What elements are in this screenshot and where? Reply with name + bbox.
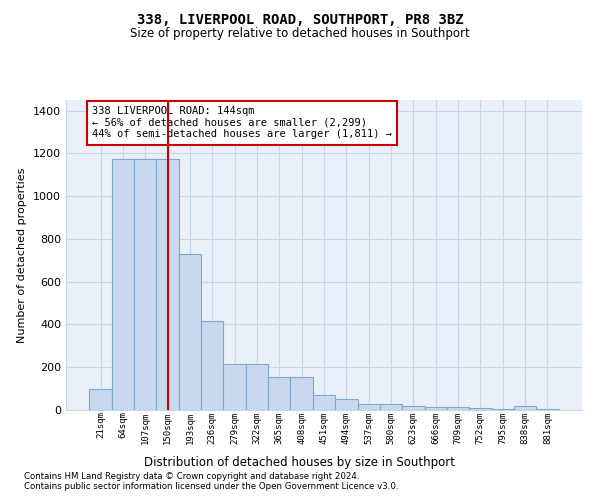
Bar <box>112 159 134 410</box>
Bar <box>536 409 559 410</box>
Bar <box>89 388 112 410</box>
Text: Distribution of detached houses by size in Southport: Distribution of detached houses by size … <box>145 456 455 469</box>
Bar <box>358 404 380 410</box>
Bar <box>246 364 268 410</box>
Text: 338 LIVERPOOL ROAD: 144sqm
← 56% of detached houses are smaller (2,299)
44% of s: 338 LIVERPOOL ROAD: 144sqm ← 56% of deta… <box>92 106 392 140</box>
Bar <box>491 409 514 410</box>
Bar <box>157 159 179 410</box>
Bar <box>290 377 313 410</box>
Bar <box>335 400 358 410</box>
Y-axis label: Number of detached properties: Number of detached properties <box>17 168 28 342</box>
Bar <box>313 395 335 410</box>
Bar <box>469 408 491 410</box>
Text: Contains HM Land Registry data © Crown copyright and database right 2024.: Contains HM Land Registry data © Crown c… <box>24 472 359 481</box>
Bar <box>380 404 402 410</box>
Text: Size of property relative to detached houses in Southport: Size of property relative to detached ho… <box>130 28 470 40</box>
Bar <box>514 406 536 410</box>
Bar <box>425 407 447 410</box>
Bar <box>268 377 290 410</box>
Bar <box>223 364 246 410</box>
Text: 338, LIVERPOOL ROAD, SOUTHPORT, PR8 3BZ: 338, LIVERPOOL ROAD, SOUTHPORT, PR8 3BZ <box>137 12 463 26</box>
Bar <box>402 406 425 410</box>
Bar <box>201 322 223 410</box>
Bar <box>134 159 157 410</box>
Bar <box>447 407 469 410</box>
Text: Contains public sector information licensed under the Open Government Licence v3: Contains public sector information licen… <box>24 482 398 491</box>
Bar <box>179 254 201 410</box>
